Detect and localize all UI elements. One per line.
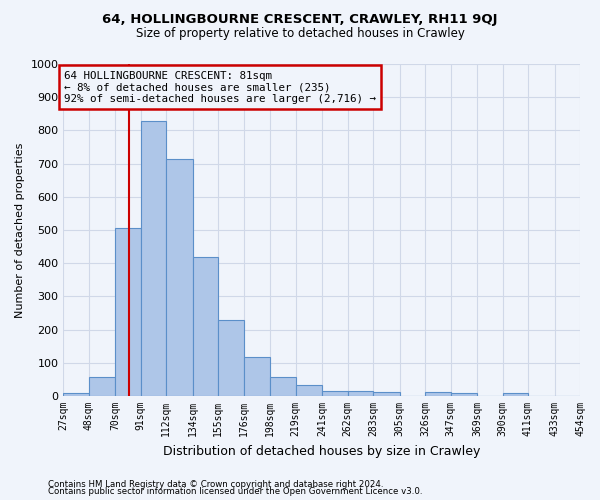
Bar xyxy=(115,228,141,396)
Text: 64, HOLLINGBOURNE CRESCENT, CRAWLEY, RH11 9QJ: 64, HOLLINGBOURNE CRESCENT, CRAWLEY, RH1… xyxy=(102,12,498,26)
Bar xyxy=(373,392,400,396)
Text: Contains HM Land Registry data © Crown copyright and database right 2024.: Contains HM Land Registry data © Crown c… xyxy=(48,480,383,489)
Bar xyxy=(141,121,166,396)
X-axis label: Distribution of detached houses by size in Crawley: Distribution of detached houses by size … xyxy=(163,444,481,458)
Bar xyxy=(166,160,193,396)
Bar xyxy=(322,391,348,396)
Bar xyxy=(218,320,244,396)
Bar xyxy=(270,377,296,396)
Bar xyxy=(296,386,322,396)
Text: Size of property relative to detached houses in Crawley: Size of property relative to detached ho… xyxy=(136,28,464,40)
Bar xyxy=(503,392,528,396)
Bar xyxy=(451,392,477,396)
Bar xyxy=(244,357,270,396)
Text: 64 HOLLINGBOURNE CRESCENT: 81sqm
← 8% of detached houses are smaller (235)
92% o: 64 HOLLINGBOURNE CRESCENT: 81sqm ← 8% of… xyxy=(64,70,376,104)
Bar xyxy=(348,391,373,396)
Bar xyxy=(193,258,218,396)
Bar xyxy=(64,392,89,396)
Bar xyxy=(89,377,115,396)
Text: Contains public sector information licensed under the Open Government Licence v3: Contains public sector information licen… xyxy=(48,487,422,496)
Bar xyxy=(425,392,451,396)
Y-axis label: Number of detached properties: Number of detached properties xyxy=(15,142,25,318)
